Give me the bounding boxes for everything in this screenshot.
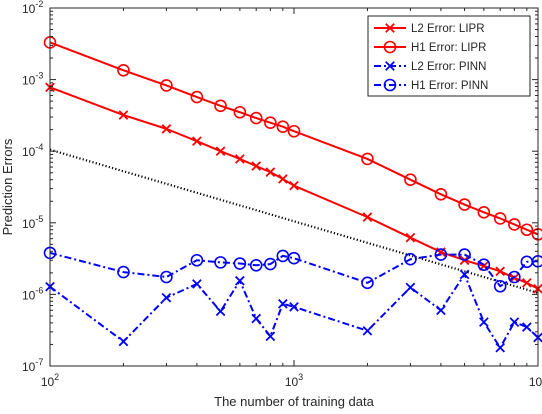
series-1-point [251,161,262,171]
x-tick-label: 103 [285,372,303,389]
y-tick-label: 10-7 [22,357,43,374]
series-3-point [495,342,506,353]
series-2-point [214,99,227,113]
series-2-point [117,63,130,77]
series-1-point [192,136,202,147]
series-1-point [362,212,373,222]
series-2-line [49,41,539,236]
series-4-point [160,270,173,284]
series-3-point [289,302,299,312]
series-1-point [161,124,172,134]
series-3-point [192,279,202,289]
series-2-point [520,223,534,237]
series-4-point [233,257,247,270]
series-2-point [361,152,374,166]
series-4-point [361,276,374,290]
legend-label: H1 Error: LIPR [411,42,486,54]
series-layer [43,36,542,353]
series-4-point [458,248,471,261]
tick-layer: 102 103 104 10-7 10-6 10-5 10-4 10-3 10-2 [22,0,542,389]
series-4-point [249,258,263,272]
legend-label: L2 Error: PINN [411,61,486,73]
legend-swatch-marker [385,61,395,71]
x-tick-label: 104 [529,372,542,389]
series-4-point [434,248,448,261]
series-1-point [235,154,245,164]
y-tick-label: 10-6 [22,285,43,302]
series-3-point [265,331,276,342]
series-1-point [521,278,532,288]
series-1-point [118,110,129,120]
legend-label: H1 Error: PINN [411,80,488,92]
series-4-point [287,251,301,265]
y-axis-label: Prediction Errors [0,138,15,235]
series-1-point [495,266,506,277]
series-4 [43,246,542,293]
series-2-point [508,218,521,231]
series-2-point [287,124,301,138]
series-4-point [190,253,204,267]
series-2-point [190,90,204,104]
series-3-point [479,317,489,327]
legend-label: L2 Error: LIPR [411,23,485,35]
series-1 [45,82,542,294]
legend: L2 Error: LIPR H1 Error: LIPR L2 Error: PI… [367,15,531,97]
series-2-point [493,212,507,225]
series-3-point [161,292,172,303]
y-tick-label: 10-2 [22,0,43,16]
x-axis-label: The number of training data [214,394,374,409]
series-1-point [405,232,416,243]
series-3-point [118,336,129,347]
series-2 [43,36,542,241]
series-1-point [289,180,299,191]
series-1-point [215,146,226,157]
series-3-point [405,282,416,293]
y-tick-label: 10-3 [22,71,43,88]
series-4-point [117,265,130,279]
series-3-point [215,306,226,317]
series-3-point [362,325,373,336]
series-2-point [160,79,173,92]
series-3-point [459,269,470,280]
series-4-point [264,257,277,271]
legend-swatch-marker [385,23,395,33]
series-1-point [277,174,288,184]
series-2-point [458,198,471,211]
series-2-point [276,120,290,133]
series-3-point [235,275,245,286]
y-tick-label: 10-5 [22,214,43,231]
series-2-point [477,206,491,219]
x-tick-label: 102 [41,372,59,389]
series-4-line [49,251,539,288]
series-4-point [404,252,417,266]
series-1-point [265,167,276,177]
series-2-point [434,188,448,201]
series-3-point [277,298,288,309]
y-tick-label: 10-4 [22,142,43,159]
series-2-point [233,105,247,119]
series-2-point [404,173,417,186]
legend-swatch-marker [383,78,397,92]
series-3-point [251,313,262,324]
legend-swatch-marker [383,40,397,54]
series-4-point [493,279,507,293]
series-2-point [264,116,277,130]
series-4-point [214,256,227,269]
series-3-point [436,305,446,316]
series-2-point [249,111,263,125]
series-4-point [508,270,521,284]
series-3-point [521,322,532,332]
series-3-point [509,317,520,327]
series-4-point [477,258,491,271]
